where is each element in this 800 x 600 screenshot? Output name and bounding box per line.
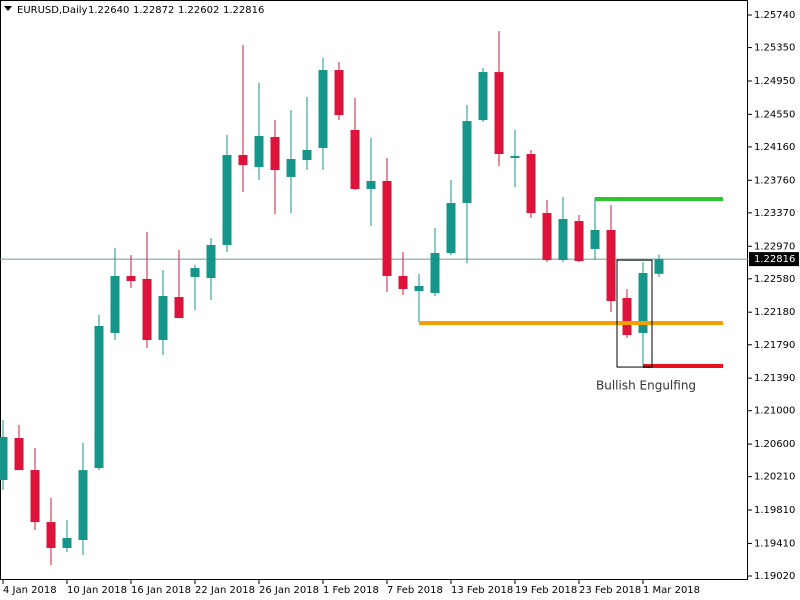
header-ohlc: 1.22872 (133, 5, 174, 16)
x-tick-label: 10 Jan 2018 (67, 585, 127, 596)
annotation: Bullish Engulfing (596, 379, 696, 393)
candle-body (654, 259, 664, 274)
candle-body (398, 275, 408, 289)
y-tick-label: 1.19020 (754, 571, 795, 582)
candle-body (142, 278, 152, 341)
header-ohlc: 1.22602 (178, 5, 219, 16)
y-tick-label: 1.24550 (754, 109, 795, 120)
candle-body (430, 253, 440, 294)
header-ohlc: 1.22640 (88, 5, 129, 16)
y-tick-label: 1.23370 (754, 208, 795, 219)
candle-body (510, 156, 520, 159)
candle-body (638, 272, 648, 333)
symbol-label: EURUSD,Daily (17, 5, 88, 16)
y-tick-label: 1.24950 (754, 76, 795, 87)
candle-body (302, 150, 312, 161)
candle-body (414, 285, 424, 292)
y-tick-label: 1.20210 (754, 472, 795, 483)
candle-body (542, 213, 552, 261)
candle-body (622, 298, 632, 335)
candle-body (494, 72, 504, 155)
candle-body (158, 296, 168, 341)
y-tick-label: 1.19410 (754, 538, 795, 549)
candle-body (462, 121, 472, 204)
x-tick-label: 23 Feb 2018 (579, 585, 641, 596)
y-tick-label: 1.22180 (754, 307, 795, 318)
candle-body (590, 229, 600, 250)
candle-body (222, 155, 232, 246)
current-price-box (749, 252, 799, 267)
candle-body (174, 297, 184, 319)
y-tick-label: 1.22970 (754, 241, 795, 252)
candle-body (366, 180, 376, 189)
x-tick-label: 26 Jan 2018 (259, 585, 319, 596)
candle-body (478, 72, 488, 121)
pattern-box (616, 259, 653, 368)
y-tick-label: 1.20600 (754, 439, 795, 450)
plot-frame (0, 0, 748, 580)
y-tick-label: 1.24160 (754, 142, 795, 153)
candle-body (382, 180, 392, 276)
candle-body (286, 159, 296, 177)
candle-body (94, 325, 104, 469)
x-tick-label: 13 Feb 2018 (451, 585, 513, 596)
x-tick-label: 1 Mar 2018 (643, 585, 700, 596)
candle-body (0, 437, 8, 480)
candle-body (526, 154, 536, 214)
candle-body (238, 155, 248, 166)
y-tick-label: 1.21790 (754, 340, 795, 351)
candle-body (126, 275, 136, 281)
x-tick-label: 19 Feb 2018 (515, 585, 577, 596)
candle-body (254, 135, 264, 168)
candle-body (110, 275, 120, 333)
x-tick-label: 4 Jan 2018 (3, 585, 57, 596)
candle-body (190, 268, 200, 277)
current-price-label: 1.22816 (754, 254, 795, 265)
header-ohlc: 1.22816 (223, 5, 264, 16)
x-tick-label: 1 Feb 2018 (323, 585, 379, 596)
y-tick-label: 1.21000 (754, 406, 795, 417)
candle-body (318, 70, 328, 149)
candle-body (270, 136, 280, 171)
candle-body (334, 70, 344, 116)
x-tick-label: 16 Jan 2018 (131, 585, 191, 596)
candle-body (78, 470, 88, 541)
candle-body (606, 229, 616, 302)
candle-body (14, 438, 24, 471)
candle-body (46, 522, 56, 549)
y-tick-label: 1.23760 (754, 175, 795, 186)
candle-body (446, 203, 456, 254)
candle-body (574, 221, 584, 262)
y-tick-label: 1.22580 (754, 274, 795, 285)
candle-body (30, 470, 40, 523)
y-tick-label: 1.21390 (754, 373, 795, 384)
y-tick-label: 1.25740 (754, 10, 795, 21)
y-tick-label: 1.19810 (754, 505, 795, 516)
candle-body (206, 245, 216, 278)
x-tick-label: 22 Jan 2018 (195, 585, 255, 596)
y-tick-label: 1.25350 (754, 43, 795, 54)
menu-triangle[interactable] (4, 6, 12, 11)
candle-body (350, 129, 360, 189)
x-tick-label: 7 Feb 2018 (387, 585, 443, 596)
candle-body (62, 538, 72, 549)
candle-body (558, 219, 568, 261)
